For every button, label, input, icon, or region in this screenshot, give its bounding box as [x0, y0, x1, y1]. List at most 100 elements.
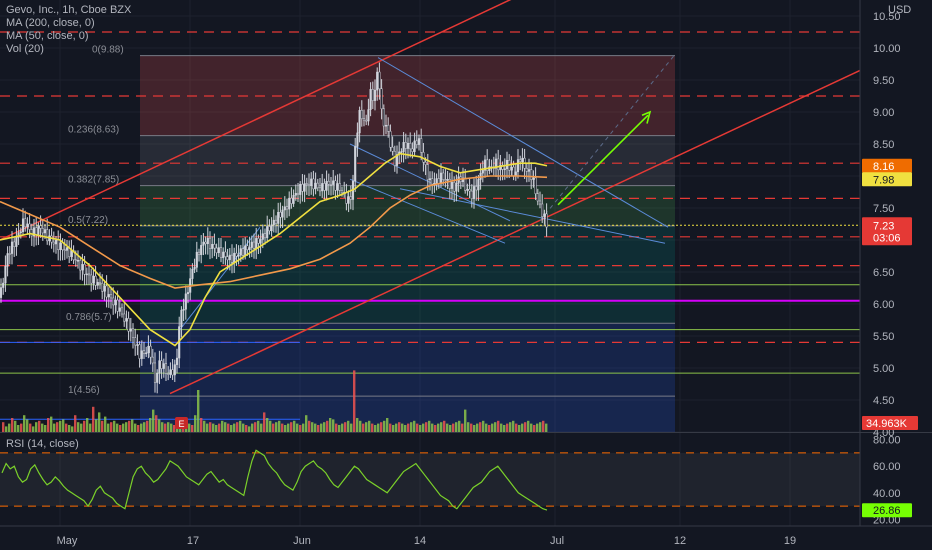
candle-body: [10, 241, 14, 254]
volume-bar: [500, 423, 503, 432]
candle-body: [435, 178, 438, 184]
volume-bar: [491, 423, 494, 432]
candle-body: [208, 237, 212, 249]
volume-bar: [167, 422, 170, 432]
last-price-badge: [862, 217, 912, 246]
rsi-axis-label: 80.00: [873, 435, 901, 447]
candle-body: [362, 118, 366, 121]
volume-bar: [299, 425, 302, 432]
wedge-line: [399, 188, 666, 244]
candle-body: [0, 287, 3, 298]
time-axis-label: 12: [674, 535, 686, 547]
volume-bar: [524, 422, 527, 432]
volume-bar: [422, 423, 425, 432]
volume-bar: [284, 425, 287, 432]
candle-body: [294, 193, 297, 196]
candle-body: [536, 193, 539, 202]
volume-bar: [188, 423, 191, 432]
volume-bar: [476, 423, 479, 432]
volume-bar: [152, 409, 155, 432]
candle-body: [8, 253, 11, 255]
ma200-legend[interactable]: MA (200, close, 0): [6, 17, 95, 29]
candle-body: [43, 229, 47, 234]
price-axis-label: 7.50: [873, 203, 894, 215]
candle-body: [448, 178, 451, 189]
candle-body: [195, 251, 198, 268]
candle-body: [373, 89, 377, 101]
rsi-legend[interactable]: RSI (14, close): [6, 438, 79, 450]
candle-body: [349, 196, 352, 200]
candle-body: [204, 241, 207, 245]
volume-bar: [293, 420, 296, 432]
candle-body: [360, 110, 363, 119]
volume-bar: [347, 420, 350, 432]
candle-body: [217, 247, 220, 254]
candle-body: [171, 369, 174, 376]
volume-bar: [413, 420, 416, 432]
candle-body: [497, 158, 500, 171]
candle-body: [387, 124, 390, 132]
ma50-legend[interactable]: MA (50, close, 0): [6, 30, 89, 42]
candle-body: [197, 251, 201, 255]
candle-body: [250, 241, 253, 248]
candle-body: [503, 168, 506, 171]
price-axis-label: 8.50: [873, 139, 894, 151]
volume-bar: [371, 423, 374, 432]
candle-body: [142, 350, 146, 354]
candle-body: [140, 350, 143, 359]
candle-body: [461, 177, 465, 182]
price-axis-label: 4.50: [873, 395, 894, 407]
candle-body: [318, 187, 322, 192]
volume-bar: [83, 420, 86, 432]
candle-body: [173, 364, 176, 376]
volume-bar: [482, 420, 485, 432]
candle-body: [323, 183, 326, 191]
candle-body: [158, 360, 161, 374]
symbol-title[interactable]: Gevo, Inc., 1h, Cboe BZX: [6, 4, 132, 16]
volume-bar: [437, 423, 440, 432]
volume-bar: [290, 422, 293, 432]
volume-bar: [257, 420, 260, 432]
volume-bar: [509, 422, 512, 432]
candle-body: [94, 275, 97, 286]
rsi-band: [0, 452, 860, 507]
candle-body: [406, 143, 410, 149]
fib-zone: [140, 55, 675, 136]
volume-bar: [308, 420, 311, 432]
candle-body: [21, 218, 25, 232]
candle-body: [299, 184, 302, 195]
candle-body: [246, 245, 249, 251]
volume-bar: [497, 420, 500, 432]
candle-body: [193, 267, 196, 270]
volume-bar: [473, 425, 476, 432]
volume-bar: [275, 422, 278, 432]
volume-bar: [503, 425, 506, 432]
volume-bar: [170, 423, 173, 432]
price-axis-label: 10.00: [873, 43, 901, 55]
candle-body: [248, 247, 251, 251]
volume-bar: [77, 422, 80, 432]
volume-bar: [8, 423, 11, 432]
candle-body: [46, 229, 49, 242]
volume-bar: [209, 422, 212, 432]
volume-bar: [317, 425, 320, 432]
volume-bar: [329, 418, 332, 432]
volume-bar: [104, 416, 107, 432]
volume-bar: [80, 423, 83, 432]
price-axis-label: 9.50: [873, 75, 894, 87]
countdown-text: 03:06: [873, 232, 901, 244]
volume-bar: [98, 412, 101, 432]
ma50-value-badge-text: 8.16: [873, 161, 894, 173]
volume-bar: [305, 415, 308, 432]
earnings-marker[interactable]: [175, 417, 188, 429]
time-axis-label: May: [57, 535, 78, 547]
candle-body: [290, 197, 293, 204]
volume-legend[interactable]: Vol (20): [6, 43, 44, 55]
volume-bar: [29, 423, 32, 432]
volume-bar: [113, 420, 116, 432]
candle-body: [382, 108, 385, 127]
candle-body: [96, 282, 99, 286]
candle-body: [321, 183, 324, 192]
candle-body: [521, 157, 524, 162]
volume-bar: [341, 423, 344, 432]
